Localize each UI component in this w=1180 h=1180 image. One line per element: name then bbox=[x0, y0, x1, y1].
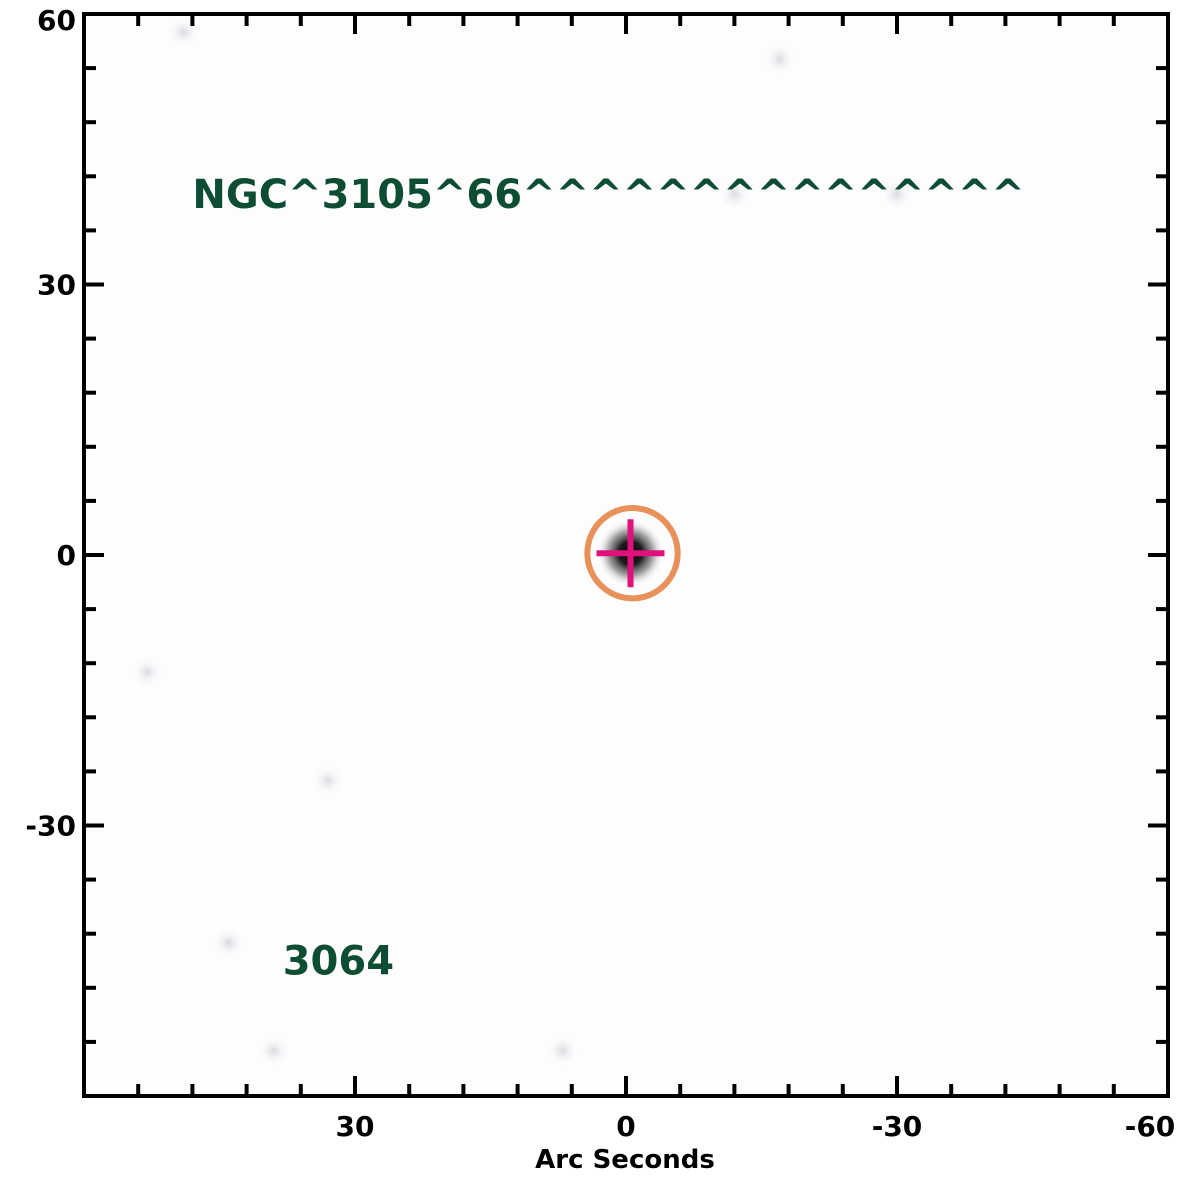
tick-labels: 30 0 -30 -60 60 30 0 -30 bbox=[25, 4, 1175, 1143]
faint-source-2 bbox=[881, 178, 913, 211]
annotations: NGC^3105^66^^^^^^^^^^^^^^^ 3064 bbox=[192, 172, 1024, 984]
faint-source-8 bbox=[311, 764, 344, 797]
faint-sources bbox=[131, 16, 913, 1067]
plot-frame bbox=[82, 12, 1170, 1098]
faint-source-7 bbox=[546, 1034, 579, 1067]
x-tick-label: -30 bbox=[872, 1110, 923, 1143]
faint-source-6 bbox=[257, 1034, 290, 1067]
x-axis-title: Arc Seconds bbox=[535, 1145, 715, 1175]
x-tick-label: 0 bbox=[616, 1110, 635, 1143]
annotation-number: 3064 bbox=[283, 938, 394, 984]
faint-source-0 bbox=[167, 16, 200, 49]
annotation-galaxy-name: NGC^3105^66^^^^^^^^^^^^^^^ bbox=[192, 172, 1024, 218]
target-source bbox=[584, 505, 681, 602]
y-tick-label: 30 bbox=[37, 269, 76, 302]
faint-source-1 bbox=[763, 43, 796, 76]
faint-source-4 bbox=[131, 656, 164, 689]
y-tick-label: 0 bbox=[57, 539, 76, 572]
x-tick-label: -60 bbox=[1125, 1110, 1176, 1143]
faint-source-3 bbox=[718, 178, 751, 211]
faint-source-5 bbox=[212, 926, 245, 959]
y-tick-label: 60 bbox=[37, 4, 76, 37]
aperture-circle bbox=[584, 505, 681, 602]
x-tick-label: 30 bbox=[336, 1110, 375, 1143]
y-tick-label: -30 bbox=[25, 810, 76, 843]
